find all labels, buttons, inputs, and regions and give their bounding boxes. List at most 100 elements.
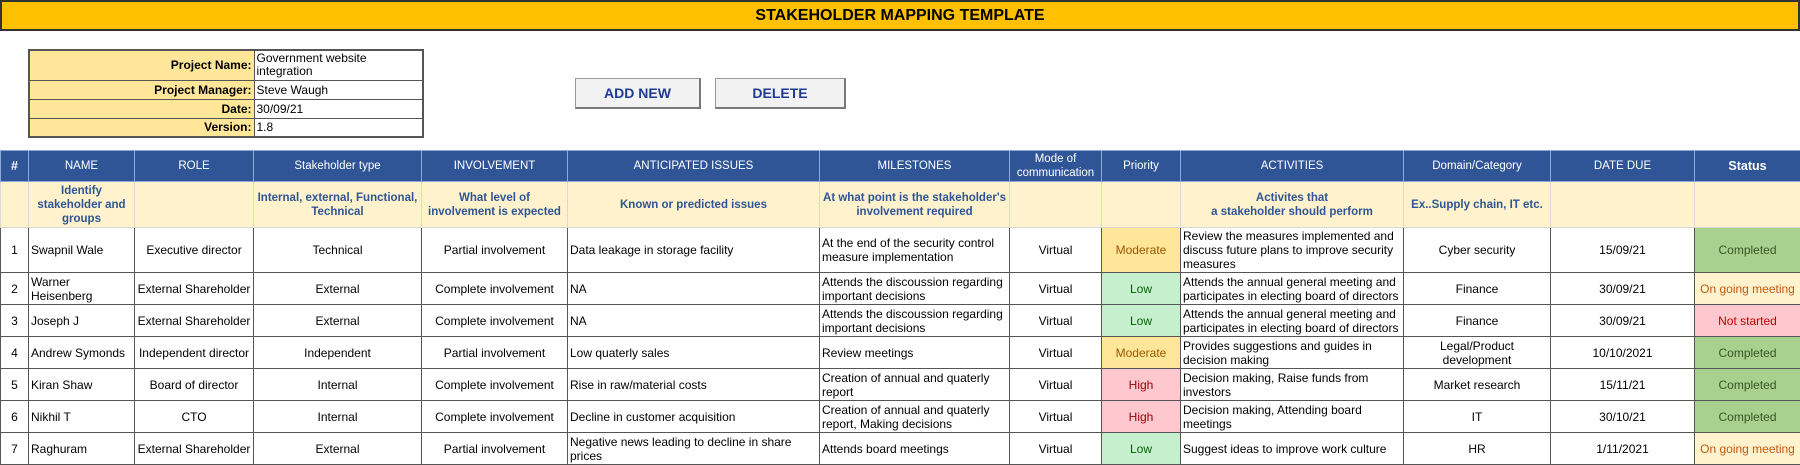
column-header: NAME — [29, 151, 135, 182]
data-cell: 1/11/2021 — [1551, 433, 1695, 465]
data-cell: Decision making, Attending board meeting… — [1181, 401, 1404, 433]
data-cell: NA — [568, 273, 820, 305]
info-row: Date:30/09/21 — [29, 99, 423, 118]
data-cell: Joseph J — [29, 305, 135, 337]
data-cell: At the end of the security control measu… — [820, 228, 1010, 273]
title-bar: STAKEHOLDER MAPPING TEMPLATE — [0, 0, 1800, 31]
data-cell: Review the measures implemented and disc… — [1181, 228, 1404, 273]
data-cell: Complete involvement — [422, 401, 568, 433]
data-cell: Swapnil Wale — [29, 228, 135, 273]
data-cell: Complete involvement — [422, 305, 568, 337]
data-cell: Virtual — [1010, 273, 1102, 305]
column-header: Stakeholder type — [254, 151, 422, 182]
hint-cell: Known or predicted issues — [568, 182, 820, 228]
data-cell: 5 — [1, 369, 29, 401]
hint-cell — [1695, 182, 1800, 228]
data-cell: Market research — [1404, 369, 1551, 401]
data-cell: 30/09/21 — [1551, 305, 1695, 337]
data-cell: Technical — [254, 228, 422, 273]
data-cell: Moderate — [1102, 228, 1181, 273]
data-cell: Attends the discoussion regarding import… — [820, 273, 1010, 305]
data-cell: Rise in raw/material costs — [568, 369, 820, 401]
hint-cell: Internal, external, Functional, Technica… — [254, 182, 422, 228]
data-cell: Low — [1102, 433, 1181, 465]
data-cell: Completed — [1695, 369, 1800, 401]
data-cell: Not started — [1695, 305, 1800, 337]
info-row: Project Manager:Steve Waugh — [29, 80, 423, 99]
info-row: Project Name:Government website integrat… — [29, 50, 423, 80]
data-cell: External Shareholder — [135, 433, 254, 465]
data-cell: HR — [1404, 433, 1551, 465]
data-cell: Moderate — [1102, 337, 1181, 369]
data-cell: Review meetings — [820, 337, 1010, 369]
data-cell: Finance — [1404, 273, 1551, 305]
data-cell: 4 — [1, 337, 29, 369]
info-value: 30/09/21 — [254, 99, 423, 118]
data-cell: 30/09/21 — [1551, 273, 1695, 305]
hint-cell: Ex..Supply chain, IT etc. — [1404, 182, 1551, 228]
column-header: Domain/Category — [1404, 151, 1551, 182]
data-cell: On going meeting — [1695, 273, 1800, 305]
hint-cell — [1010, 182, 1102, 228]
info-value: 1.8 — [254, 118, 423, 137]
data-cell: Board of director — [135, 369, 254, 401]
data-cell: Creation of annual and quaterly report — [820, 369, 1010, 401]
data-cell: On going meeting — [1695, 433, 1800, 465]
column-header: DATE DUE — [1551, 151, 1695, 182]
data-cell: External Shareholder — [135, 305, 254, 337]
data-cell: External — [254, 305, 422, 337]
column-header: Priority — [1102, 151, 1181, 182]
data-cell: Low — [1102, 305, 1181, 337]
hint-cell: Activites that a stakeholder should perf… — [1181, 182, 1404, 228]
data-cell: 6 — [1, 401, 29, 433]
data-cell: Provides suggestions and guides in decis… — [1181, 337, 1404, 369]
data-cell: Internal — [254, 401, 422, 433]
data-cell: High — [1102, 369, 1181, 401]
data-cell: External — [254, 433, 422, 465]
data-cell: Warner Heisenberg — [29, 273, 135, 305]
data-cell: Negative news leading to decline in shar… — [568, 433, 820, 465]
data-cell: Independent director — [135, 337, 254, 369]
data-cell: Partial involvement — [422, 228, 568, 273]
column-header: ACTIVITIES — [1181, 151, 1404, 182]
data-cell: Complete involvement — [422, 369, 568, 401]
column-header: INVOLVEMENT — [422, 151, 568, 182]
data-cell: Low — [1102, 273, 1181, 305]
data-cell: Virtual — [1010, 305, 1102, 337]
data-cell: Legal/Product development — [1404, 337, 1551, 369]
column-header: Status — [1695, 151, 1800, 182]
data-cell: Executive director — [135, 228, 254, 273]
data-cell: Suggest ideas to improve work culture — [1181, 433, 1404, 465]
data-cell: 2 — [1, 273, 29, 305]
data-cell: Virtual — [1010, 369, 1102, 401]
data-cell: Virtual — [1010, 337, 1102, 369]
hint-cell: What level of involvement is expected — [422, 182, 568, 228]
hint-cell — [135, 182, 254, 228]
data-cell: Nikhil T — [29, 401, 135, 433]
add-new-button[interactable]: ADD NEW — [575, 78, 701, 109]
data-cell: Kiran Shaw — [29, 369, 135, 401]
data-cell: 15/09/21 — [1551, 228, 1695, 273]
data-cell: 10/10/2021 — [1551, 337, 1695, 369]
data-cell: Virtual — [1010, 228, 1102, 273]
column-header: MILESTONES — [820, 151, 1010, 182]
data-cell: Completed — [1695, 337, 1800, 369]
data-cell: Andrew Symonds — [29, 337, 135, 369]
data-cell: Data leakage in storage facility — [568, 228, 820, 273]
data-cell: IT — [1404, 401, 1551, 433]
hint-cell — [1, 182, 29, 228]
delete-button[interactable]: DELETE — [715, 78, 846, 109]
info-value: Government website integration — [254, 50, 423, 80]
info-label: Version: — [29, 118, 254, 137]
data-cell: External — [254, 273, 422, 305]
data-cell: Low quaterly sales — [568, 337, 820, 369]
